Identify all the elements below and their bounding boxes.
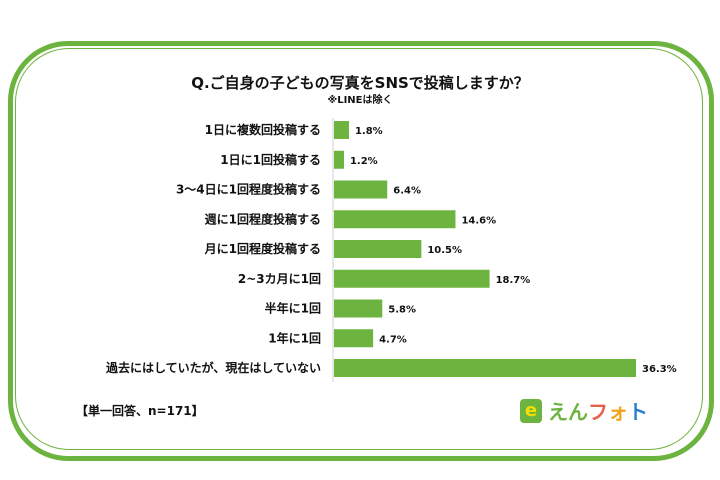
category-label: 3～4日に1回程度投稿する [176,182,321,197]
chart-frame [8,41,714,461]
data-label: 36.3% [642,364,677,375]
data-label: 4.7% [379,334,407,345]
data-label: 5.8% [388,305,416,316]
bar [334,329,374,348]
category-label: 週に1回程度投稿する [205,211,321,226]
category-label: 2~3カ月に1回 [238,272,321,286]
category-label: 1日に1回投稿する [220,152,321,167]
category-label: 月に1回程度投稿する [204,241,321,256]
chart-frame-inner [15,48,703,450]
bar [334,269,490,288]
bar [334,240,422,258]
category-label: 半年に1回 [265,301,321,316]
logo-char: ん [568,400,588,424]
data-label: 14.6% [461,215,496,226]
category-label: 1日に複数回投稿する [205,122,321,137]
logo-text: えんフォト [548,396,648,425]
chart-title: Q.ご自身の子どもの写真をSNSで投稿しますか？ [191,74,529,92]
data-label: 18.7% [496,275,531,286]
logo-e-icon: e [520,398,542,423]
sample-note: 【単一回答、n=171】 [76,404,204,418]
category-label: 過去にはしていたが、現在はしていない [105,360,321,375]
bar [334,121,349,139]
bar [334,150,344,169]
data-label: 10.5% [427,245,462,256]
logo-char: ォ [608,400,628,424]
chart-subtitle: ※LINEは除く [327,95,393,106]
logo-char: え [548,400,568,424]
data-label: 6.4% [393,186,421,197]
logo-char: フ [588,400,608,424]
bar [334,180,388,199]
bar [334,359,636,377]
logo-char: ト [628,400,648,424]
category-label: 1年に1回 [268,330,321,345]
enphoto-logo: e えんフォト [520,396,648,425]
bar [334,210,456,229]
data-label: 1.8% [355,126,383,137]
data-label: 1.2% [350,156,378,167]
bar [334,299,383,318]
